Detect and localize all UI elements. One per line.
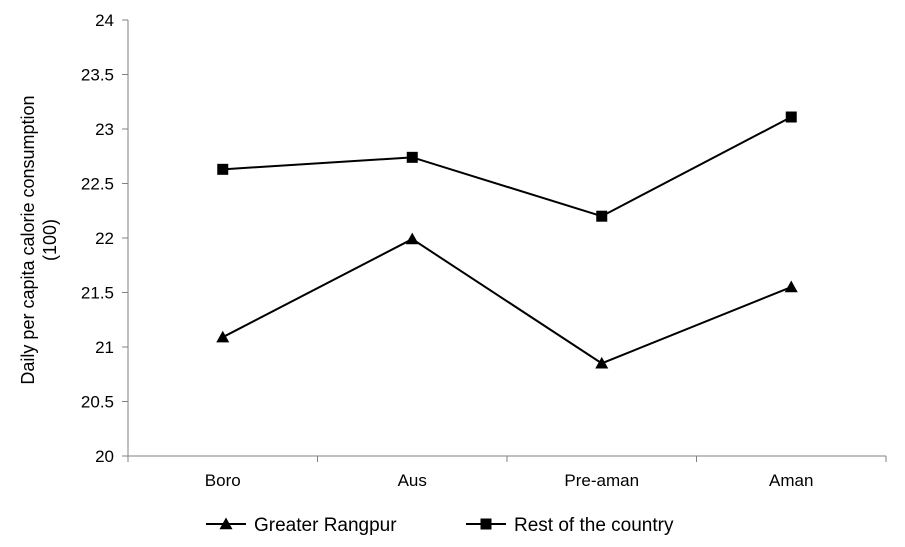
y-tick-label: 22 xyxy=(95,229,114,248)
legend-item: Rest of the country xyxy=(466,515,674,536)
y-tick-label: 20.5 xyxy=(81,393,114,412)
x-category-label: Pre-aman xyxy=(564,471,639,490)
series-0 xyxy=(216,232,798,369)
legend-label: Greater Rangpur xyxy=(254,515,397,536)
y-tick-label: 20 xyxy=(95,447,114,466)
y-axis-label: Daily per capita calorie consumption (10… xyxy=(18,95,60,384)
data-point xyxy=(595,356,609,369)
legend-marker xyxy=(219,517,233,530)
y-tick-label: 21.5 xyxy=(81,284,114,303)
data-point xyxy=(405,232,419,245)
legend: Greater Rangpur Rest of the country xyxy=(206,515,674,536)
x-axis: Boro Aus Pre-aman Aman xyxy=(127,455,887,490)
data-point xyxy=(784,280,798,293)
series-area xyxy=(216,111,798,369)
legend-marker xyxy=(480,518,492,530)
y-tick-label: 23 xyxy=(95,120,114,139)
series-1 xyxy=(217,111,797,222)
data-point xyxy=(406,151,418,163)
series-line xyxy=(222,237,792,365)
x-category-label: Aman xyxy=(769,471,813,490)
series-line xyxy=(222,116,792,218)
data-point xyxy=(216,330,230,343)
y-tick-label: 23.5 xyxy=(81,66,114,85)
legend-label: Rest of the country xyxy=(514,515,674,536)
x-category-label: Aus xyxy=(398,471,427,490)
legend-item: Greater Rangpur xyxy=(206,515,397,536)
y-tick-label: 21 xyxy=(95,338,114,357)
data-point xyxy=(785,111,797,123)
data-point xyxy=(217,163,229,175)
x-category-label: Boro xyxy=(205,471,241,490)
y-axis-label-line-1: Daily per capita calorie consumption xyxy=(18,95,38,384)
y-axis: 20 20.5 21 21.5 22 22.5 23 23.5 24 xyxy=(81,11,129,466)
y-axis-label-line-2: (100) xyxy=(40,219,60,261)
y-tick-label: 22.5 xyxy=(81,175,114,194)
y-tick-label: 24 xyxy=(95,11,114,30)
data-point xyxy=(596,210,608,222)
